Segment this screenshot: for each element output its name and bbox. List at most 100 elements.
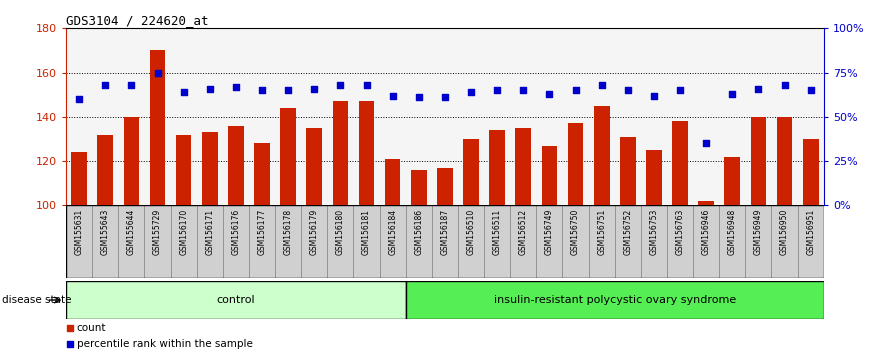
Bar xyxy=(594,106,610,205)
Point xyxy=(647,93,661,98)
Point xyxy=(281,87,295,93)
Bar xyxy=(724,156,740,205)
Point xyxy=(176,89,190,95)
Text: GSM156186: GSM156186 xyxy=(414,209,423,255)
Point xyxy=(229,84,243,90)
Bar xyxy=(562,205,589,278)
Bar xyxy=(150,51,166,205)
Bar xyxy=(699,201,714,205)
Bar xyxy=(411,170,426,205)
Text: GSM155729: GSM155729 xyxy=(153,209,162,255)
Text: GSM156171: GSM156171 xyxy=(205,209,214,255)
Bar xyxy=(667,205,693,278)
Text: GSM156170: GSM156170 xyxy=(179,209,189,255)
Bar xyxy=(432,205,458,278)
Text: insulin-resistant polycystic ovary syndrome: insulin-resistant polycystic ovary syndr… xyxy=(493,295,736,305)
Bar xyxy=(380,205,406,278)
Text: GSM156181: GSM156181 xyxy=(362,209,371,255)
Point xyxy=(359,82,374,88)
Bar xyxy=(751,117,766,205)
Text: percentile rank within the sample: percentile rank within the sample xyxy=(77,339,253,349)
Bar xyxy=(202,132,218,205)
Point xyxy=(778,82,792,88)
Text: GSM156753: GSM156753 xyxy=(649,209,658,255)
Text: GSM156180: GSM156180 xyxy=(336,209,344,255)
Bar xyxy=(615,205,640,278)
Text: GSM156187: GSM156187 xyxy=(440,209,449,255)
Bar xyxy=(275,205,301,278)
Point xyxy=(267,129,281,135)
Text: GSM156763: GSM156763 xyxy=(676,209,685,255)
Text: GSM155644: GSM155644 xyxy=(127,209,136,255)
Point xyxy=(595,82,609,88)
Bar xyxy=(772,205,797,278)
Text: GSM156178: GSM156178 xyxy=(284,209,292,255)
Text: GSM156749: GSM156749 xyxy=(545,209,554,255)
Bar xyxy=(71,152,87,205)
Point xyxy=(803,87,818,93)
Text: GSM155643: GSM155643 xyxy=(100,209,110,255)
Text: GSM156512: GSM156512 xyxy=(519,209,528,255)
Point xyxy=(411,95,426,100)
Text: GSM156750: GSM156750 xyxy=(571,209,580,255)
Point xyxy=(673,87,687,93)
Point xyxy=(267,274,281,279)
Bar xyxy=(255,143,270,205)
Bar xyxy=(646,150,662,205)
Bar xyxy=(98,135,113,205)
Bar xyxy=(589,205,615,278)
Bar xyxy=(118,205,144,278)
Text: GSM156751: GSM156751 xyxy=(597,209,606,255)
Text: GSM156949: GSM156949 xyxy=(754,209,763,255)
Point xyxy=(700,141,714,146)
Bar xyxy=(249,205,275,278)
Point xyxy=(124,82,138,88)
Point xyxy=(255,87,269,93)
Bar xyxy=(280,108,296,205)
Point xyxy=(751,86,766,91)
Bar xyxy=(719,205,745,278)
Point xyxy=(98,82,112,88)
Text: GSM156946: GSM156946 xyxy=(701,209,711,255)
Bar xyxy=(144,205,171,278)
Bar xyxy=(745,205,772,278)
Point xyxy=(621,87,635,93)
Bar xyxy=(777,117,792,205)
Point xyxy=(725,91,739,97)
Bar xyxy=(620,137,635,205)
Bar xyxy=(567,124,583,205)
Point xyxy=(333,82,347,88)
Bar xyxy=(66,205,824,278)
Bar xyxy=(176,135,191,205)
Text: GSM156948: GSM156948 xyxy=(728,209,737,255)
Bar xyxy=(803,139,818,205)
Point xyxy=(464,89,478,95)
Text: GSM155631: GSM155631 xyxy=(75,209,84,255)
Bar xyxy=(463,139,479,205)
Point xyxy=(568,87,582,93)
Text: GSM156752: GSM156752 xyxy=(623,209,633,255)
Text: disease state: disease state xyxy=(2,295,71,305)
Bar xyxy=(171,205,196,278)
Text: GSM156179: GSM156179 xyxy=(310,209,319,255)
Bar xyxy=(672,121,688,205)
Point xyxy=(151,70,165,75)
Bar xyxy=(123,117,139,205)
Bar xyxy=(223,205,249,278)
Point xyxy=(203,86,217,91)
Text: GSM156510: GSM156510 xyxy=(467,209,476,255)
Text: GSM156511: GSM156511 xyxy=(492,209,501,255)
Bar xyxy=(353,205,380,278)
Bar xyxy=(93,205,118,278)
Bar xyxy=(797,205,824,278)
Bar xyxy=(515,128,531,205)
Bar xyxy=(332,101,348,205)
Point xyxy=(516,87,530,93)
Bar xyxy=(196,205,223,278)
Bar xyxy=(66,281,406,319)
Point xyxy=(72,96,86,102)
Text: GSM156951: GSM156951 xyxy=(806,209,815,255)
Bar xyxy=(66,205,93,278)
Bar xyxy=(406,281,824,319)
Text: GSM156184: GSM156184 xyxy=(389,209,397,255)
